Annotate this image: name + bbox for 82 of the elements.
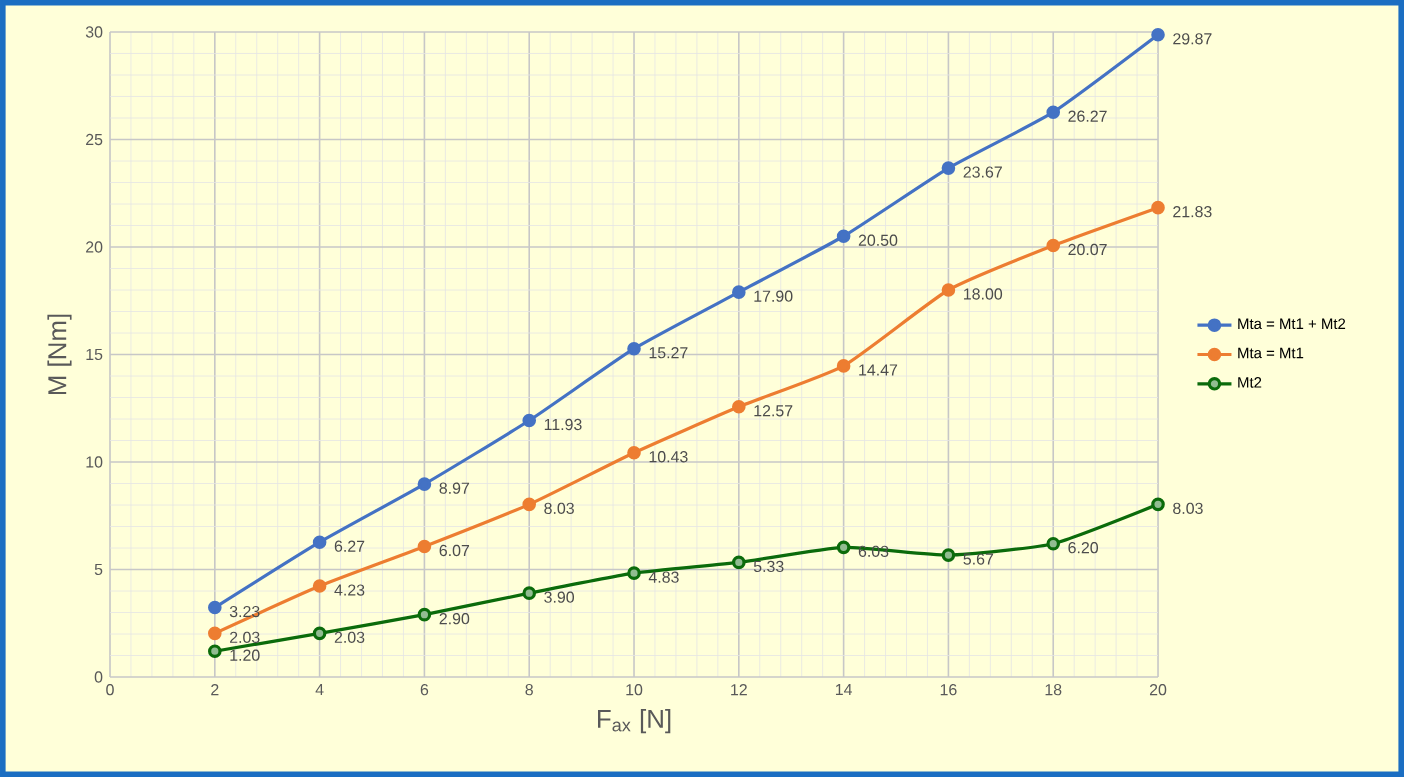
point — [208, 644, 222, 658]
data-label: 4.23 — [334, 584, 365, 596]
y-axis-title: M [Nm] — [47, 314, 72, 395]
data-label: 23.67 — [963, 166, 1002, 178]
legend-label: Mt2 — [1238, 377, 1262, 388]
data-label: 15.27 — [649, 347, 688, 359]
data-label: 2.03 — [334, 631, 365, 643]
point — [1046, 536, 1061, 551]
x-axis-title: F$_{ax}$ [N] — [598, 708, 671, 734]
point — [1151, 200, 1165, 215]
x-tick-label: 2 — [211, 684, 219, 696]
data-label: 1.20 — [230, 649, 260, 661]
data-label: 8.03 — [544, 502, 574, 514]
point — [836, 229, 851, 244]
point — [417, 539, 432, 554]
point — [522, 413, 537, 428]
y-tick-label: 25 — [86, 133, 103, 146]
point — [627, 445, 641, 460]
point — [836, 540, 851, 555]
data-label: 2.03 — [230, 631, 260, 643]
point — [312, 579, 327, 593]
data-label: 29.87 — [1173, 33, 1212, 45]
x-tick-label: 14 — [835, 684, 853, 696]
x-tick-label: 16 — [940, 684, 957, 696]
point — [1151, 27, 1165, 42]
x-tick-label: 10 — [626, 684, 643, 696]
legend-label: Mta = Mt1 — [1238, 347, 1304, 359]
point — [312, 535, 327, 549]
point — [627, 566, 641, 580]
y-tick-label: 5 — [94, 563, 103, 576]
data-label: 12.57 — [754, 405, 793, 417]
data-label: 10.43 — [649, 451, 688, 463]
data-label: 6.07 — [439, 544, 470, 557]
point — [417, 607, 432, 622]
data-label: 18.00 — [964, 288, 1003, 300]
point — [941, 283, 956, 297]
x-tick-label: 0 — [106, 684, 114, 696]
y-tick-label: 10 — [86, 456, 103, 468]
data-label: 2.90 — [439, 613, 470, 625]
point — [732, 399, 746, 414]
y-tick-label: 0 — [94, 671, 103, 683]
data-label: 4.83 — [648, 571, 679, 583]
data-label: 14.47 — [859, 364, 898, 376]
data-label: 3.23 — [229, 605, 260, 618]
point — [732, 555, 746, 570]
data-label: 3.90 — [544, 591, 575, 603]
data-label: 17.90 — [754, 290, 793, 302]
point — [627, 341, 641, 356]
point — [1046, 105, 1061, 119]
data-label: 8.03 — [1173, 502, 1203, 514]
x-tick-label: 4 — [315, 684, 324, 696]
y-tick-label: 30 — [85, 26, 103, 38]
y-tick-label: 20 — [86, 241, 103, 253]
data-label: 26.27 — [1068, 110, 1107, 122]
point — [1046, 238, 1061, 253]
x-tick-label: 8 — [525, 684, 533, 696]
data-label: 5.67 — [963, 553, 994, 565]
y-tick-label: 15 — [86, 348, 103, 361]
x-tick-label: 18 — [1045, 684, 1062, 696]
point — [208, 600, 222, 615]
data-label: 5.33 — [753, 560, 784, 573]
point — [941, 161, 956, 175]
point — [1151, 497, 1165, 512]
x-tick-label: 6 — [420, 684, 429, 696]
data-label: 20.07 — [1068, 243, 1107, 256]
point — [732, 285, 746, 299]
x-tick-label: 20 — [1149, 684, 1167, 696]
data-label: 6.27 — [334, 540, 365, 552]
point — [836, 359, 851, 373]
data-label: 20.50 — [858, 234, 898, 246]
point — [941, 548, 956, 562]
x-tick-label: 12 — [731, 684, 747, 696]
data-label: 21.83 — [1173, 206, 1212, 218]
point — [417, 477, 432, 491]
point — [208, 626, 222, 641]
data-label: 8.97 — [439, 482, 470, 494]
legend-label: Mta = Mt1 + Mt2 — [1238, 318, 1346, 330]
data-label: 11.93 — [544, 418, 582, 431]
point — [312, 626, 327, 641]
point — [522, 497, 537, 512]
data-label: 6.20 — [1068, 542, 1099, 554]
point — [522, 586, 537, 600]
